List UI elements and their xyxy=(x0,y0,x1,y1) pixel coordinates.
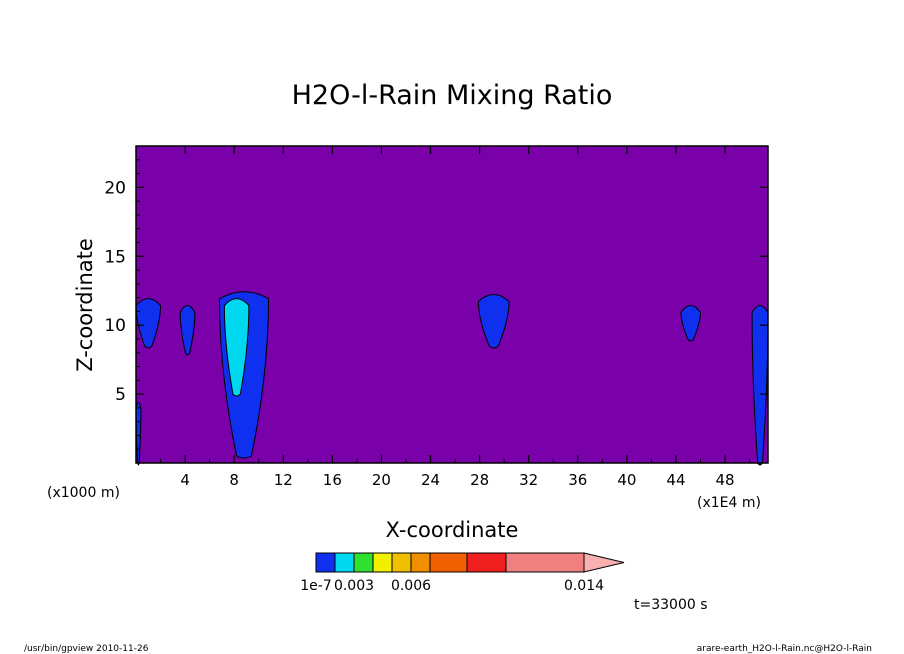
contour-cell-29 xyxy=(477,293,510,349)
colorbar-swatch xyxy=(466,552,507,573)
time-label: t=33000 s xyxy=(634,597,708,613)
contour-cell-left-edge xyxy=(135,298,162,349)
y-axis-label: Z-coordinate xyxy=(73,238,97,372)
colorbar-label: 0.014 xyxy=(564,578,604,594)
x-unit-right: (x1E4 m) xyxy=(697,495,761,511)
footer-right: arare-earth_H2O-l-Rain.nc@H2O-l-Rain xyxy=(697,644,872,654)
plot-frame xyxy=(135,145,769,464)
x-tick-label: 20 xyxy=(372,471,391,489)
x-tick-label: 32 xyxy=(519,471,538,489)
x-tick-label: 12 xyxy=(274,471,293,489)
x-tick-label: 36 xyxy=(568,471,587,489)
colorbar-label: 1e-7 xyxy=(300,578,331,594)
x-axis-label: X-coordinate xyxy=(386,518,519,542)
contour-cell-8-core xyxy=(223,298,250,397)
y-tick-label: 10 xyxy=(104,316,126,336)
y-tick-label: 20 xyxy=(104,178,126,198)
x-tick-label: 8 xyxy=(229,471,239,489)
colorbar-swatch xyxy=(505,552,585,573)
colorbar-swatch xyxy=(353,552,374,573)
x-tick-label: 40 xyxy=(617,471,636,489)
colorbar-swatch xyxy=(315,552,336,573)
x-tick-label: 48 xyxy=(716,471,735,489)
chart-title: H2O-l-Rain Mixing Ratio xyxy=(292,80,613,111)
x-tick-label: 28 xyxy=(470,471,489,489)
colorbar-swatch xyxy=(372,552,393,573)
x-tick-label: 16 xyxy=(323,471,342,489)
x-tick-label: 24 xyxy=(421,471,440,489)
colorbar-swatch xyxy=(334,552,355,573)
colorbar-swatch xyxy=(429,552,468,573)
colorbar: 1e-7 0.003 0.006 0.014 xyxy=(300,552,625,594)
colorbar-label: 0.003 xyxy=(334,578,374,594)
y-tick-label: 15 xyxy=(104,247,126,267)
colorbar-swatch xyxy=(391,552,412,573)
colorbar-extend-arrow xyxy=(583,552,625,573)
footer-left: /usr/bin/gpview 2010-11-26 xyxy=(24,644,149,654)
colorbar-label: 0.006 xyxy=(391,578,431,594)
contour-cell-4 xyxy=(179,305,196,356)
contour-cell-45 xyxy=(680,305,702,342)
colorbar-swatch xyxy=(410,552,431,573)
x-tick-label: 44 xyxy=(666,471,685,489)
x-tick-label: 4 xyxy=(180,471,190,489)
x-unit-left: (x1000 m) xyxy=(47,485,120,501)
y-tick-label: 5 xyxy=(115,385,126,405)
